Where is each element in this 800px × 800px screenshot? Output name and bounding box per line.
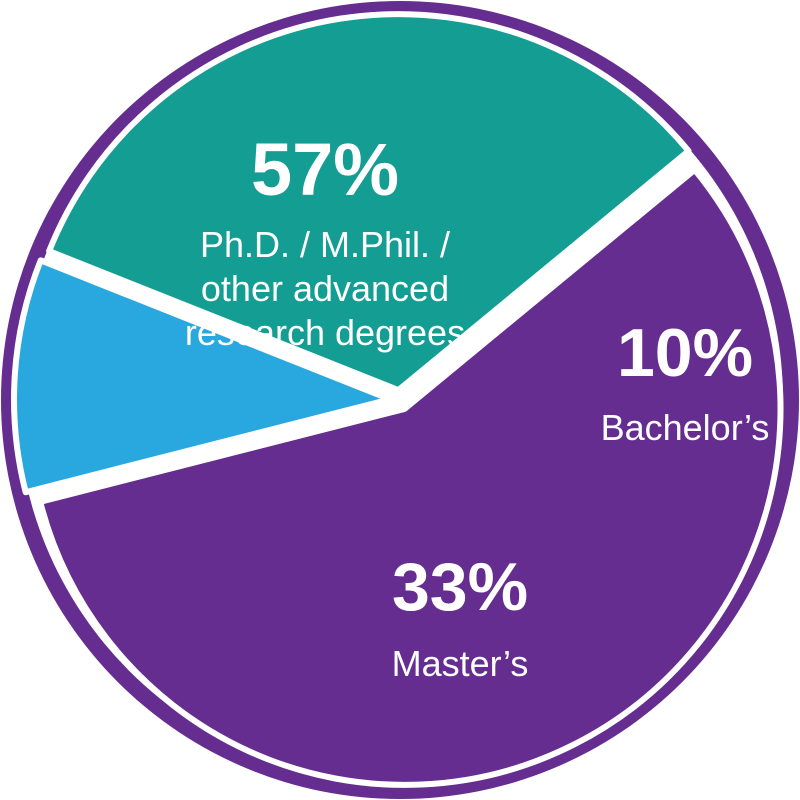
slice-category-label: other advanced	[201, 268, 449, 309]
pie-slices	[11, 11, 784, 788]
slice-category-label: Ph.D. / M.Phil. /	[200, 224, 450, 265]
pie-slice	[46, 11, 692, 394]
pie-slice	[11, 257, 394, 496]
slice-value-label: 33%	[392, 549, 528, 625]
slice-value-label: 57%	[251, 128, 399, 211]
slice-category-label: research degrees	[185, 312, 465, 353]
pie-slice	[37, 166, 784, 788]
slice-category-label: Master’s	[392, 643, 529, 684]
slice-value-label: 10%	[617, 315, 753, 391]
slice-category-label: Bachelor’s	[601, 407, 770, 448]
pie-labels: 57% Ph.D. / M.Phil. /other advancedresear…	[185, 128, 769, 684]
